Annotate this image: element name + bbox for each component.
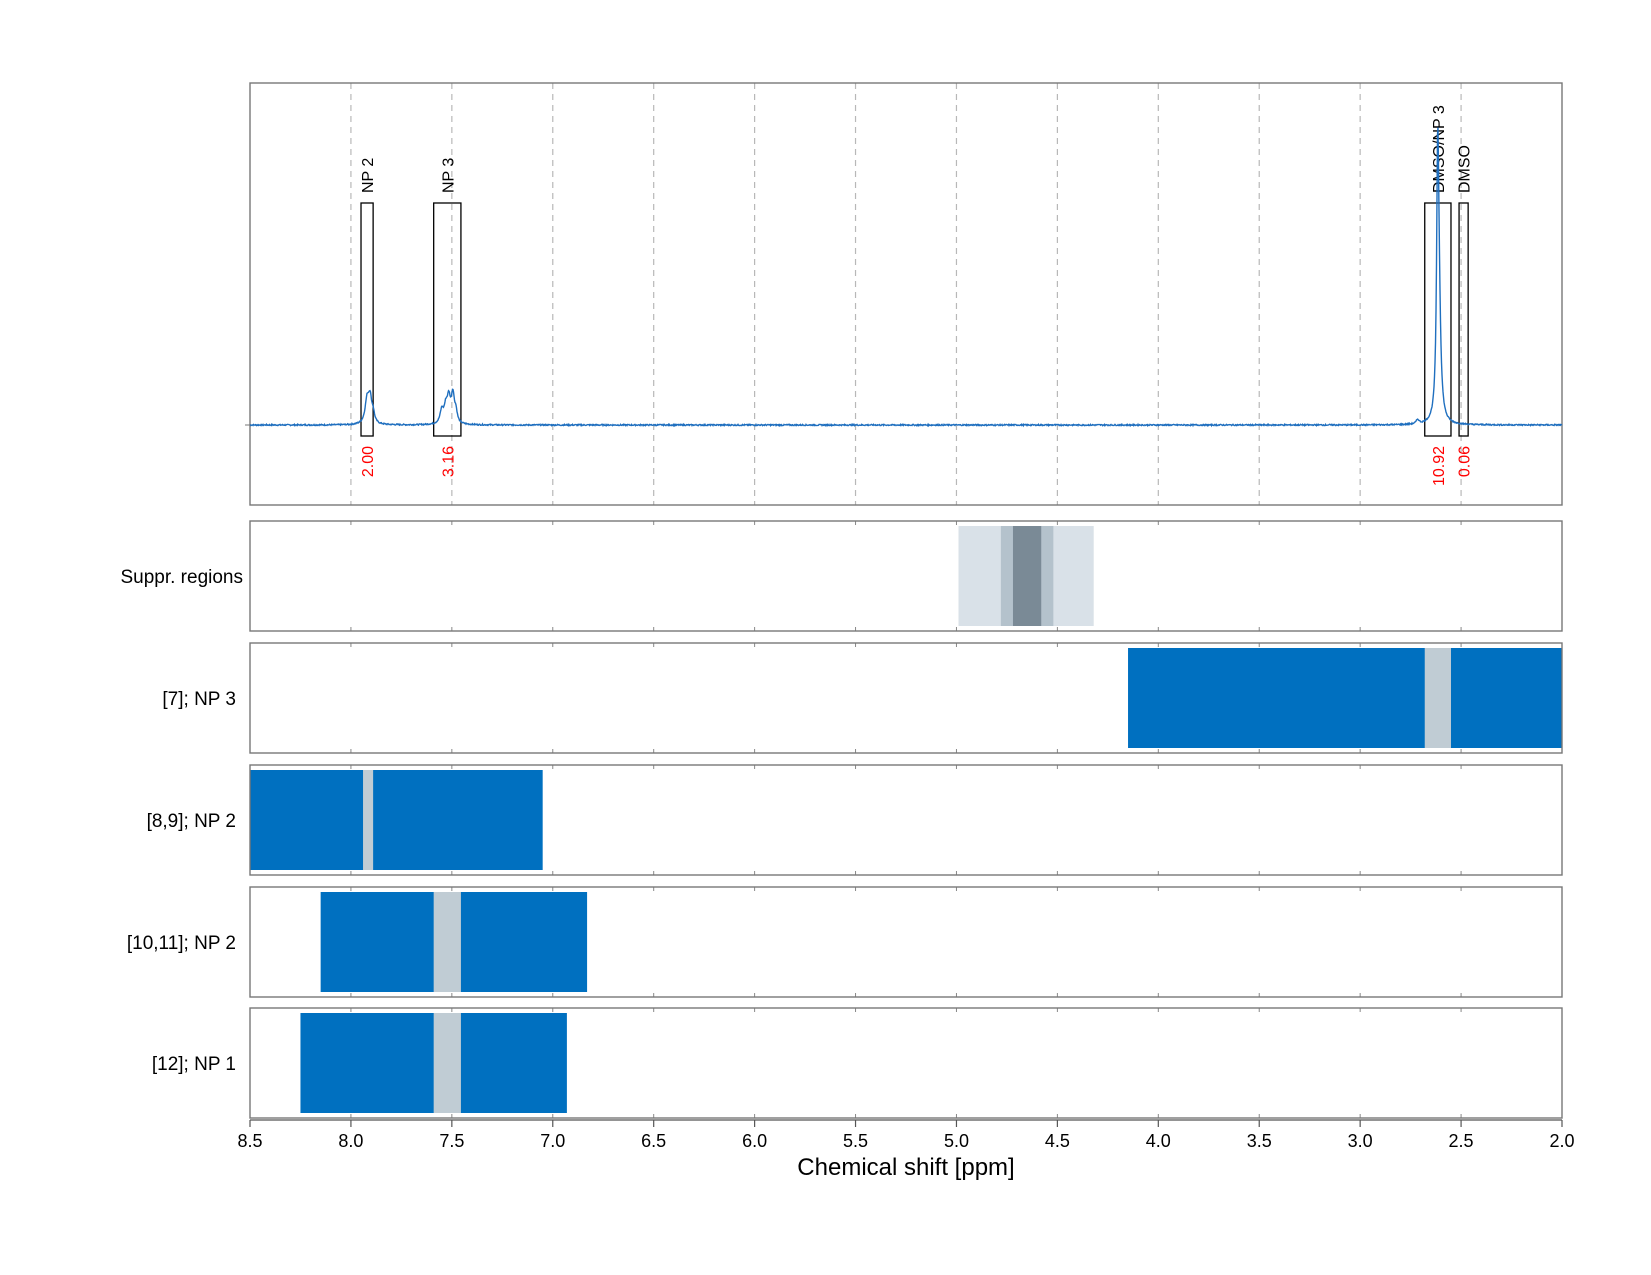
multiplet-row: [8,9]; NP 2 <box>147 764 1563 876</box>
multiplet-row: [7]; NP 3 <box>162 642 1563 754</box>
x-tick-label: 4.0 <box>1146 1131 1171 1151</box>
x-tick-label: 2.0 <box>1549 1131 1574 1151</box>
x-axis-label: Chemical shift [ppm] <box>797 1154 1014 1181</box>
x-tick-label: 7.0 <box>540 1131 565 1151</box>
peak-marker-band <box>363 770 374 870</box>
suppression-panel: Suppr. regions <box>120 520 1563 632</box>
multiplet-band <box>250 770 543 870</box>
x-tick-label: 3.5 <box>1247 1131 1272 1151</box>
multiplet-rows-panel: [7]; NP 3 [8,9]; NP 2 [10,11]; NP 2 [12]; N… <box>127 642 1563 1119</box>
integral-value: 3.16 <box>440 446 457 477</box>
x-axis: 8.5 8.0 7.5 7.0 6.5 6.0 5.5 5.0 4.5 4.0 3.5 3.0 2.5 2… <box>237 1119 1575 1151</box>
panel-frame <box>249 642 1563 754</box>
integral-value: 0.06 <box>1457 446 1474 477</box>
integration-box <box>433 202 462 437</box>
x-tick-label: 5.5 <box>843 1131 868 1151</box>
region-label: NP 3 <box>440 158 457 193</box>
x-tick-label: 7.5 <box>439 1131 464 1151</box>
x-tick-label: 6.5 <box>641 1131 666 1151</box>
integration-box <box>360 202 374 437</box>
row-label: [8,9]; NP 2 <box>147 811 236 832</box>
panel-frame <box>249 764 1563 876</box>
region-label: NP 2 <box>360 158 377 193</box>
spectrum-panel: NP 2 2.00 NP 3 3.16 DMSO/NP 3 10.92 DMSO 0.06 <box>245 82 1563 506</box>
multiplet-row: [12]; NP 1 <box>152 1007 1563 1119</box>
integration-box <box>1424 202 1452 437</box>
multiplet-band <box>1128 648 1562 748</box>
region-label: DMSO/NP 3 <box>1431 105 1448 193</box>
multiplet-row: [10,11]; NP 2 <box>127 886 1563 998</box>
peak-marker-band <box>1424 648 1451 748</box>
spectrum-line <box>249 127 1563 428</box>
row-label: [10,11]; NP 2 <box>127 933 236 954</box>
integral-value: 2.00 <box>360 446 377 477</box>
row-label: [12]; NP 1 <box>152 1054 236 1075</box>
x-tick-label: 8.0 <box>338 1131 363 1151</box>
panel-frame <box>249 1007 1563 1119</box>
panel-frame <box>249 520 1563 632</box>
x-tick-label: 3.0 <box>1348 1131 1373 1151</box>
row-label: [7]; NP 3 <box>162 689 236 710</box>
x-tick-label: 4.5 <box>1045 1131 1070 1151</box>
x-tick-label: 5.0 <box>944 1131 969 1151</box>
region-label: DMSO <box>1457 145 1474 193</box>
suppression-band <box>1012 526 1042 626</box>
peak-marker-band <box>433 892 461 992</box>
x-tick-label: 2.5 <box>1449 1131 1474 1151</box>
panel-frame <box>249 82 1563 506</box>
x-tick-label: 6.0 <box>742 1131 767 1151</box>
x-tick-label: 8.5 <box>237 1131 262 1151</box>
panel-frame <box>249 886 1563 998</box>
integral-value: 10.92 <box>1431 446 1448 486</box>
integration-box <box>1458 202 1469 437</box>
peak-marker-band <box>433 1013 461 1113</box>
suppression-label: Suppr. regions <box>120 567 243 588</box>
